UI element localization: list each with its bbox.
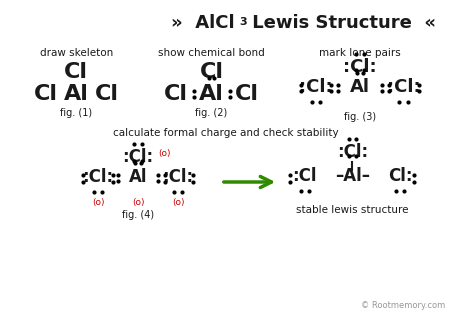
Text: :Cl:: :Cl: [300,78,333,96]
Text: (o): (o) [132,198,145,207]
Text: Cl: Cl [164,84,188,104]
Text: Cl: Cl [235,84,259,104]
Text: stable lewis structure: stable lewis structure [296,205,409,215]
Text: fig. (2): fig. (2) [195,108,228,118]
Text: Cl: Cl [64,62,88,82]
Text: fig. (1): fig. (1) [60,108,92,118]
Text: :Cl:: :Cl: [343,58,377,76]
Text: 3: 3 [239,17,246,27]
Text: :Cl:: :Cl: [337,143,368,161]
Text: :Cl:: :Cl: [163,168,194,186]
Text: calculate formal charge and check stability: calculate formal charge and check stabil… [113,128,338,138]
Text: :Cl:: :Cl: [82,168,114,186]
Text: (o): (o) [158,149,171,158]
Text: fig. (4): fig. (4) [122,210,154,220]
Text: mark lone pairs: mark lone pairs [319,48,401,58]
Text: Al: Al [350,78,370,96]
Text: show chemical bond: show chemical bond [158,48,265,58]
Text: Al: Al [199,84,224,104]
Text: Cl: Cl [95,84,118,104]
Text: Cl: Cl [34,84,58,104]
Text: fig. (3): fig. (3) [344,112,376,122]
Text: Lewis Structure  «: Lewis Structure « [246,14,436,32]
Text: draw skeleton: draw skeleton [39,48,113,58]
Text: –Al–: –Al– [335,167,370,185]
Text: :Cl:: :Cl: [122,148,154,166]
Text: Cl:: Cl: [388,167,412,185]
Text: (o): (o) [92,198,104,207]
Text: Al: Al [64,84,89,104]
Text: © Rootmemory.com: © Rootmemory.com [362,301,446,310]
Text: :Cl: :Cl [292,167,317,185]
Text: Cl: Cl [200,62,223,82]
Text: :Cl:: :Cl: [387,78,420,96]
Text: »  AlCl: » AlCl [172,14,235,32]
Text: Al: Al [129,168,147,186]
Text: (o): (o) [172,198,184,207]
